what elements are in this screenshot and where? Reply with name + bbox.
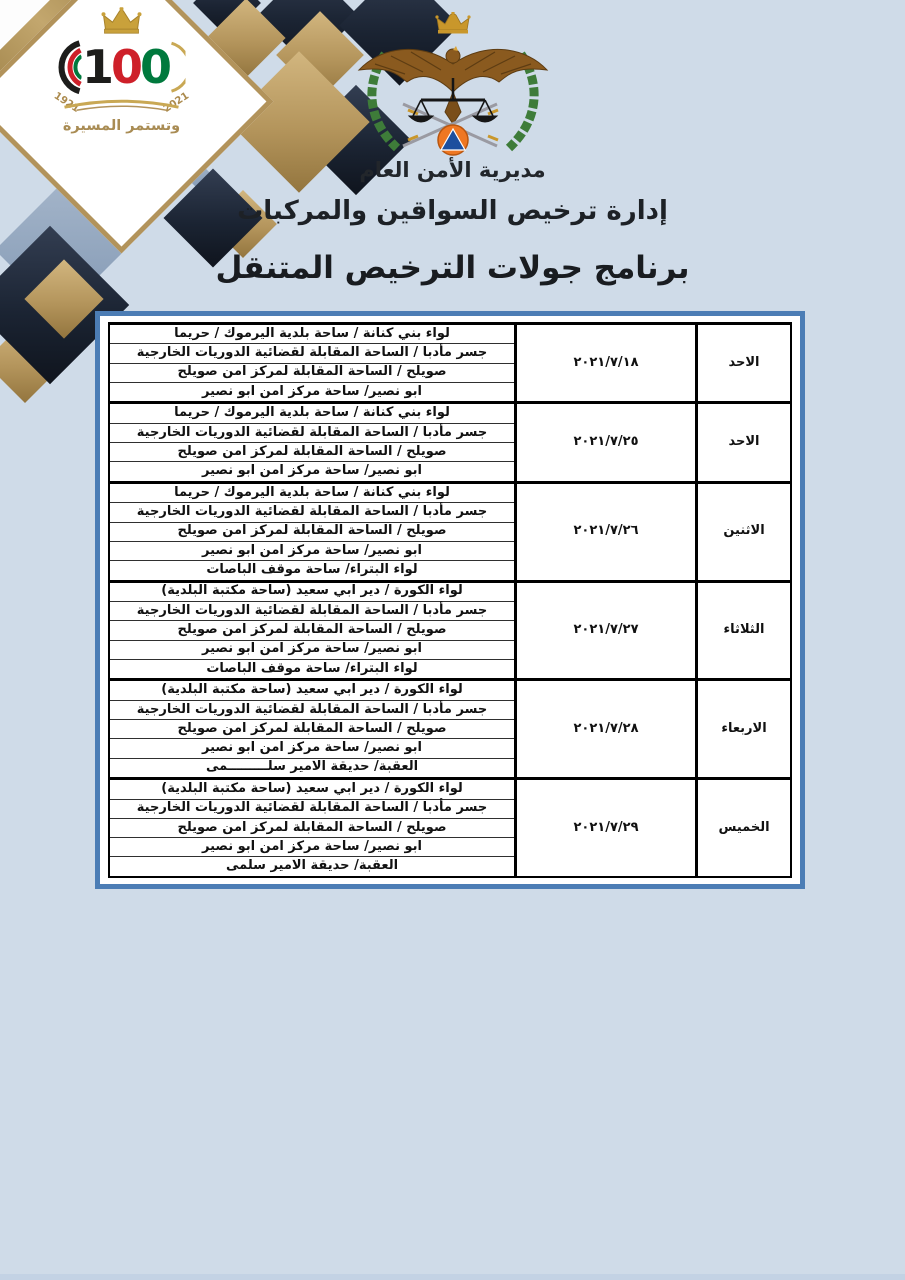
day-cell: الاربعاء [695,678,791,779]
date-cell: ٢٠٢١/٧/٢٥ [514,401,697,483]
gold-arc-icon [170,41,186,92]
gold-swoosh-icon [64,99,179,111]
table-row: العقبة/ حديقة الامير سلـــــــــمى [109,758,791,780]
emblem-scales [407,78,498,123]
location-cell: جسر مأدبا / الساحة المقابلة لقضائية الدو… [109,423,516,444]
location-cell: لواء الكورة / دير ابي سعيد (ساحة مكتبة ا… [109,579,516,603]
location-cell: لواء بني كنانة / ساحة بلدية اليرموك / حر… [109,401,516,424]
table-row: صويلح / الساحة المقابلة لمركز امن صويلح [109,522,791,542]
location-cell: ابو نصير/ ساحة مركز امن ابو نصير [109,640,516,660]
date-cell: ٢٠٢١/٧/٢٦ [514,480,697,582]
location-cell: صويلح / الساحة المقابلة لمركز امن صويلح [109,522,516,542]
location-cell: لواء بني كنانة / ساحة بلدية اليرموك / حر… [109,321,516,345]
department-calligraphy: إدارة ترخيص السواقين والمركبات [237,196,668,226]
table-row: جسر مأدبا / الساحة المقابلة لقضائية الدو… [109,343,791,364]
crown-icon [101,6,142,33]
location-cell: صويلح / الساحة المقابلة لمركز امن صويلح [109,620,516,641]
table-row: الاحد ٢٠٢١/٧/١٨ لواء بني كنانة / ساحة بلدي… [109,321,791,403]
table-row: الاربعاء ٢٠٢١/٧/٢٨ لواء الكورة / دير ابي س… [109,678,791,779]
table-row: صويلح / الساحة المقابلة لمركز امن صويلح [109,620,791,641]
location-cell: جسر مأدبا / الساحة المقابلة لقضائية الدو… [109,601,516,622]
table-row: الثلاثاء ٢٠٢١/٧/٢٧ لواء الكورة / دير ابي س… [109,579,791,680]
location-cell: جسر مأدبا / الساحة المقابلة لقضائية الدو… [109,799,516,819]
table-row: ابو نصير/ ساحة مركز امن ابو نصير [109,382,791,404]
table-row: صويلح / الساحة المقابلة لمركز امن صويلح [109,719,791,740]
table-row: جسر مأدبا / الساحة المقابلة لقضائية الدو… [109,502,791,523]
location-cell: لواء الكورة / دير ابي سعيد (ساحة مكتبة ا… [109,777,516,800]
bottom-edge-band [0,1274,905,1280]
location-cell: ابو نصير/ ساحة مركز امن ابو نصير [109,461,516,483]
table-row: لواء البتراء/ ساحة موقف الباصات [109,560,791,582]
table-row: العقبة/ حديقة الامير سلمى [109,856,791,878]
date-cell: ٢٠٢١/٧/٢٩ [514,777,697,877]
table-row: جسر مأدبا / الساحة المقابلة لقضائية الدو… [109,423,791,444]
location-cell: ابو نصير/ ساحة مركز امن ابو نصير [109,382,516,404]
location-cell: جسر مأدبا / الساحة المقابلة لقضائية الدو… [109,343,516,364]
location-cell: صويلح / الساحة المقابلة لمركز امن صويلح [109,719,516,740]
table-row: صويلح / الساحة المقابلة لمركز امن صويلح [109,818,791,839]
centennial-slogan: وتستمر المسيرة [62,117,181,134]
table-row: ابو نصير/ ساحة مركز امن ابو نصير [109,541,791,562]
directorate-calligraphy: مديرية الأمن العام [359,158,546,182]
location-cell: لواء بني كنانة / ساحة بلدية اليرموك / حر… [109,480,516,504]
location-cell: العقبة/ حديقة الامير سلـــــــــمى [109,758,516,780]
location-cell: جسر مأدبا / الساحة المقابلة لقضائية الدو… [109,700,516,721]
day-cell: الاثنين [695,480,791,582]
location-cell: ابو نصير/ ساحة مركز امن ابو نصير [109,541,516,562]
date-cell: ٢٠٢١/٧/٢٨ [514,678,697,779]
table-row: الخميس ٢٠٢١/٧/٢٩ لواء الكورة / دير ابي سعي… [109,777,791,877]
logo-years: 1921 2021 [46,90,196,114]
location-cell: صويلح / الساحة المقابلة لمركز امن صويلح [109,363,516,384]
location-cell: لواء البتراء/ ساحة موقف الباصات [109,560,516,582]
table-row: الاثنين ٢٠٢١/٧/٢٦ لواء بني كنانة / ساحة بل… [109,480,791,582]
table-row: ابو نصير/ ساحة مركز امن ابو نصير [109,837,791,858]
public-security-emblem [345,11,561,166]
day-cell: الثلاثاء [695,579,791,680]
table-row: الاحد ٢٠٢١/٧/٢٥ لواء بني كنانة / ساحة بلدي… [109,401,791,483]
table-row: صويلح / الساحة المقابلة لمركز امن صويلح [109,363,791,384]
day-cell: الاحد [695,321,791,403]
table-row: جسر مأدبا / الساحة المقابلة لقضائية الدو… [109,799,791,819]
table-row: ابو نصير/ ساحة مركز امن ابو نصير [109,640,791,660]
location-cell: لواء الكورة / دير ابي سعيد (ساحة مكتبة ا… [109,678,516,701]
location-cell: جسر مأدبا / الساحة المقابلة لقضائية الدو… [109,502,516,523]
flag-arcs-icon [58,39,82,94]
page-title: برنامج جولات الترخيص المتنقل [215,250,690,286]
table-row: ابو نصير/ ساحة مركز امن ابو نصير [109,738,791,759]
table-row: جسر مأدبا / الساحة المقابلة لقضائية الدو… [109,601,791,622]
date-cell: ٢٠٢١/٧/١٨ [514,321,697,403]
schedule-table-frame: الاحد ٢٠٢١/٧/١٨ لواء بني كنانة / ساحة بلدي… [95,311,805,889]
table-row: جسر مأدبا / الساحة المقابلة لقضائية الدو… [109,700,791,721]
location-cell: ابو نصير/ ساحة مركز امن ابو نصير [109,738,516,759]
emblem-civil-defense [436,124,469,156]
date-cell: ٢٠٢١/٧/٢٧ [514,579,697,680]
schedule-table-body: الاحد ٢٠٢١/٧/١٨ لواء بني كنانة / ساحة بلدي… [109,321,791,878]
location-cell: صويلح / الساحة المقابلة لمركز امن صويلح [109,818,516,839]
emblem-crown [434,11,471,34]
day-cell: الخميس [695,777,791,877]
day-cell: الاحد [695,401,791,483]
location-cell: ابو نصير/ ساحة مركز امن ابو نصير [109,837,516,858]
location-cell: العقبة/ حديقة الامير سلمى [109,856,516,878]
schedule-table: الاحد ٢٠٢١/٧/١٨ لواء بني كنانة / ساحة بلدي… [108,321,792,878]
location-cell: لواء البتراء/ ساحة موقف الباصات [109,659,516,681]
location-cell: صويلح / الساحة المقابلة لمركز امن صويلح [109,442,516,463]
table-row: صويلح / الساحة المقابلة لمركز امن صويلح [109,442,791,463]
